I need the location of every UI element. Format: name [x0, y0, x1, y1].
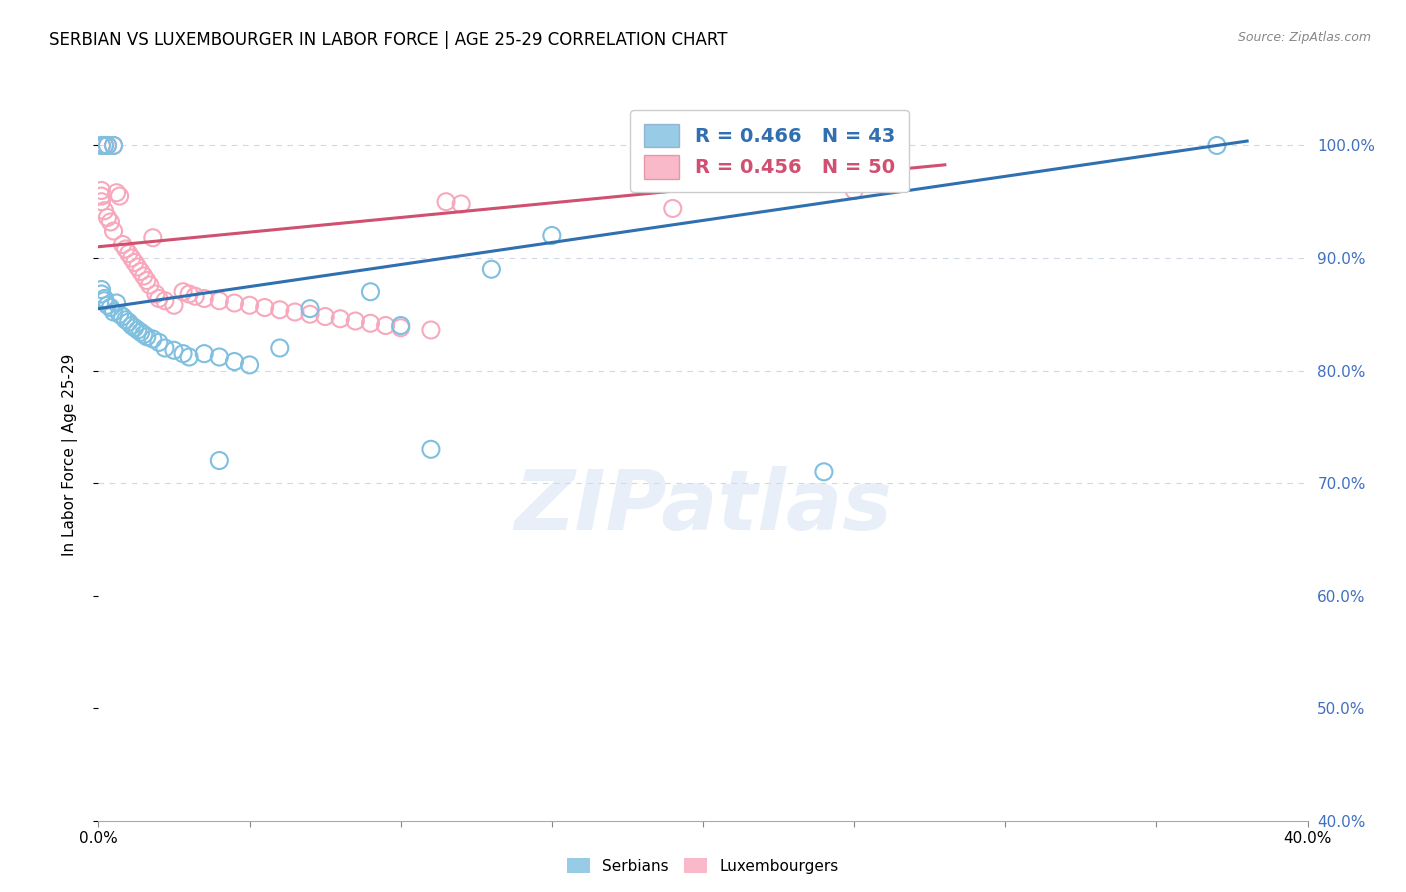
Point	[163, 298, 186, 312]
Point	[813, 465, 835, 479]
Point	[93, 203, 115, 218]
Text: SERBIAN VS LUXEMBOURGER IN LABOR FORCE | AGE 25-29 CORRELATION CHART: SERBIAN VS LUXEMBOURGER IN LABOR FORCE |…	[49, 31, 728, 49]
Point	[129, 325, 152, 339]
Point	[153, 293, 176, 308]
Point	[148, 335, 170, 350]
Point	[90, 138, 112, 153]
Point	[105, 296, 128, 310]
Point	[114, 242, 136, 256]
Legend: R = 0.466   N = 43, R = 0.456   N = 50: R = 0.466 N = 43, R = 0.456 N = 50	[630, 110, 908, 193]
Point	[132, 268, 155, 283]
Point	[299, 307, 322, 321]
Point	[193, 346, 215, 360]
Point	[93, 138, 115, 153]
Point	[135, 330, 157, 344]
Point	[118, 246, 141, 260]
Point	[253, 301, 276, 315]
Point	[100, 215, 122, 229]
Point	[450, 197, 472, 211]
Point	[96, 138, 118, 153]
Point	[172, 346, 194, 360]
Point	[114, 313, 136, 327]
Point	[132, 327, 155, 342]
Point	[124, 255, 146, 269]
Text: Source: ZipAtlas.com: Source: ZipAtlas.com	[1237, 31, 1371, 45]
Point	[121, 318, 143, 333]
Point	[360, 285, 382, 299]
Point	[105, 186, 128, 200]
Point	[90, 287, 112, 301]
Point	[127, 260, 149, 274]
Point	[284, 305, 307, 319]
Point	[103, 305, 125, 319]
Point	[208, 453, 231, 467]
Point	[269, 302, 291, 317]
Point	[420, 442, 443, 457]
Point	[142, 332, 165, 346]
Point	[360, 316, 382, 330]
Point	[239, 298, 262, 312]
Point	[127, 323, 149, 337]
Point	[224, 354, 246, 368]
Point	[420, 323, 443, 337]
Point	[108, 189, 131, 203]
Point	[90, 184, 112, 198]
Point	[208, 350, 231, 364]
Point	[299, 301, 322, 316]
Text: ZIPatlas: ZIPatlas	[515, 466, 891, 547]
Point	[184, 289, 207, 303]
Point	[96, 138, 118, 153]
Point	[434, 194, 457, 209]
Point	[121, 251, 143, 265]
Point	[239, 358, 262, 372]
Point	[269, 341, 291, 355]
Point	[111, 237, 134, 252]
Point	[129, 264, 152, 278]
Point	[314, 310, 336, 324]
Point	[1206, 138, 1229, 153]
Point	[208, 293, 231, 308]
Point	[124, 320, 146, 334]
Point	[193, 292, 215, 306]
Point	[344, 314, 367, 328]
Point	[93, 292, 115, 306]
Point	[179, 287, 201, 301]
Point	[540, 228, 562, 243]
Point	[118, 315, 141, 329]
Point	[96, 298, 118, 312]
Point	[90, 194, 112, 209]
Point	[179, 350, 201, 364]
Point	[100, 301, 122, 315]
Point	[153, 341, 176, 355]
Point	[163, 343, 186, 358]
Point	[661, 202, 683, 216]
Point	[481, 262, 503, 277]
Point	[374, 318, 396, 333]
Point	[172, 285, 194, 299]
Point	[90, 138, 112, 153]
Point	[108, 307, 131, 321]
Point	[93, 138, 115, 153]
Point	[111, 310, 134, 324]
Point	[90, 283, 112, 297]
Point	[329, 311, 352, 326]
Point	[90, 189, 112, 203]
Y-axis label: In Labor Force | Age 25-29: In Labor Force | Age 25-29	[62, 354, 77, 556]
Point	[389, 320, 412, 334]
Point	[389, 318, 412, 333]
Point	[139, 278, 162, 293]
Point	[103, 138, 125, 153]
Point	[135, 273, 157, 287]
Point	[844, 184, 866, 198]
Point	[224, 296, 246, 310]
Point	[93, 293, 115, 308]
Point	[103, 138, 125, 153]
Point	[142, 231, 165, 245]
Point	[103, 224, 125, 238]
Point	[145, 287, 167, 301]
Legend: Serbians, Luxembourgers: Serbians, Luxembourgers	[561, 852, 845, 880]
Point	[96, 211, 118, 225]
Point	[148, 292, 170, 306]
